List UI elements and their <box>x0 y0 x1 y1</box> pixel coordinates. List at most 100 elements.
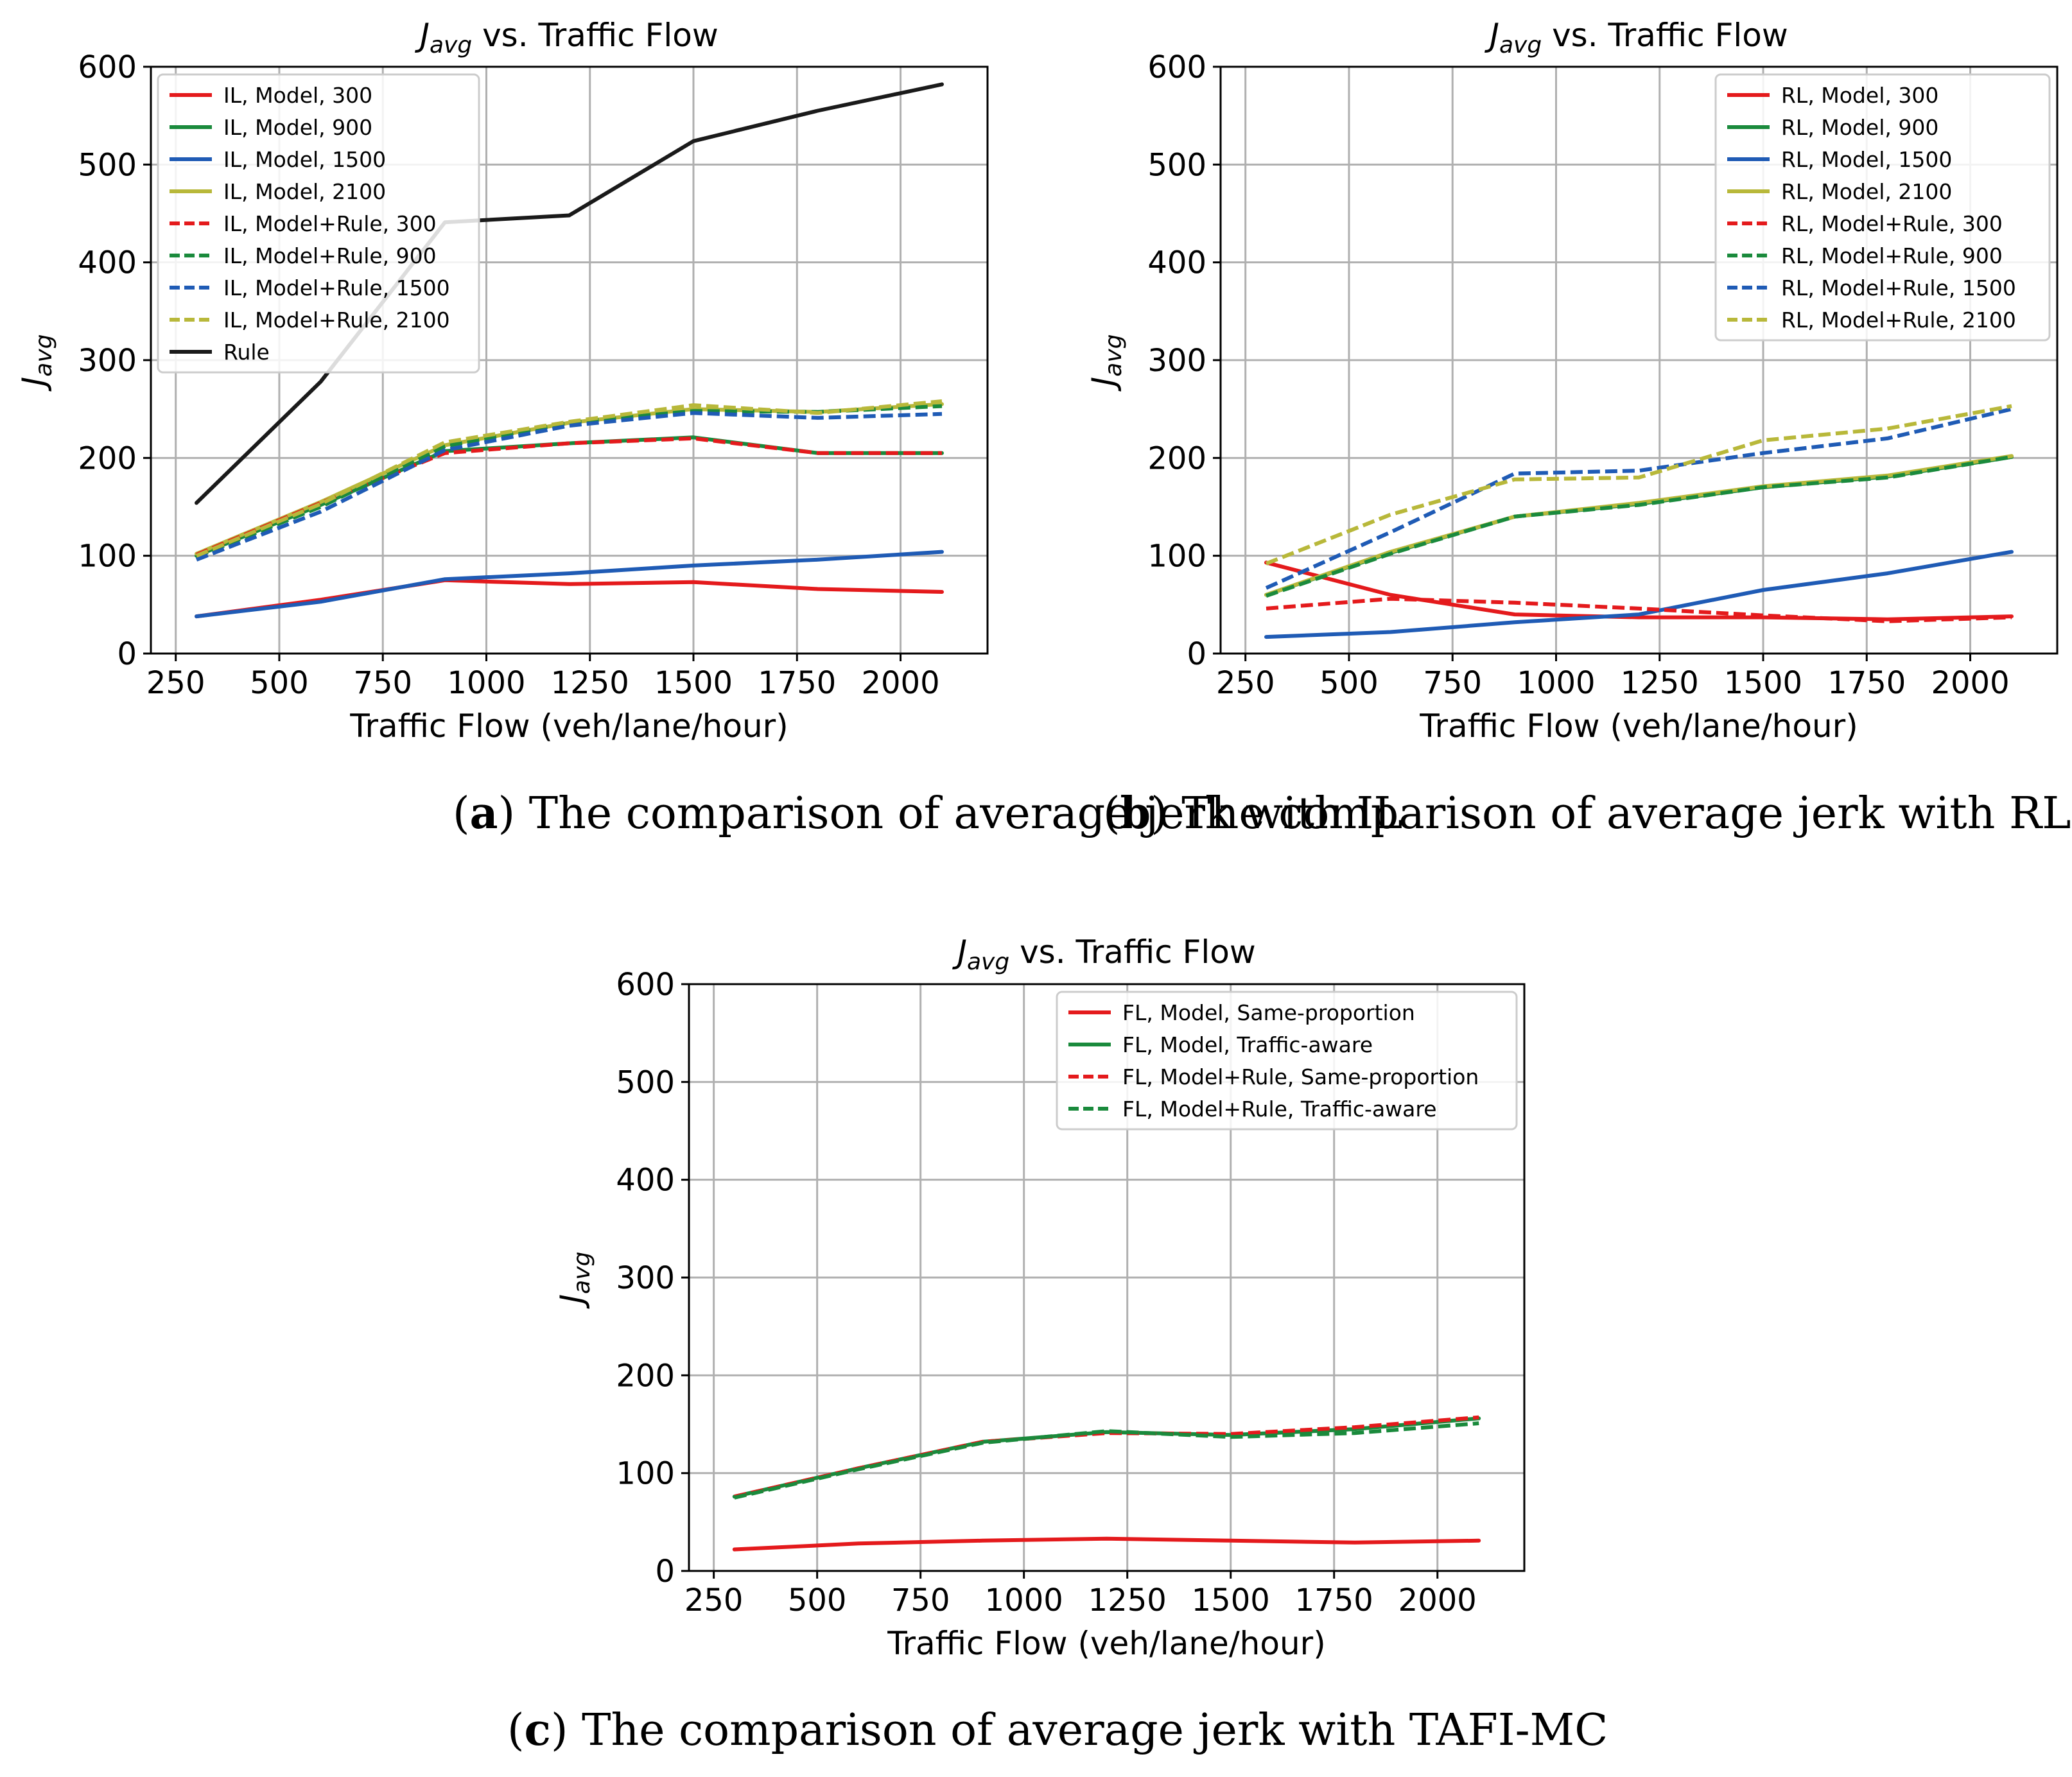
series-line-il-model-rule-900 <box>195 404 943 559</box>
x-tick-label: 1500 <box>1724 665 1802 701</box>
y-axis-label: Javg <box>553 1252 595 1310</box>
legend-item: IL, Model+Rule, 1500 <box>170 275 450 300</box>
legend-item: RL, Model, 2100 <box>1727 179 1952 204</box>
y-tick-label: 0 <box>1187 636 1206 672</box>
legend-label: FL, Model+Rule, Traffic-aware <box>1122 1097 1437 1122</box>
x-tick-label: 1250 <box>1088 1582 1167 1618</box>
y-tick-label: 400 <box>78 245 137 281</box>
x-tick-label: 1750 <box>1827 665 1906 701</box>
legend-item: RL, Model+Rule, 2100 <box>1727 308 2016 333</box>
y-tick-label: 600 <box>616 967 675 1003</box>
y-tick-label: 600 <box>78 49 137 85</box>
x-tick-label: 250 <box>684 1582 744 1618</box>
legend-label: RL, Model+Rule, 2100 <box>1781 308 2016 333</box>
legend-label: RL, Model+Rule, 900 <box>1781 243 2003 268</box>
legend: IL, Model, 300 IL, Model, 900 IL, Model, 1… <box>157 73 480 374</box>
series-line-fl-model-traffic-aware <box>732 1416 1481 1499</box>
chart-tafi-mc: 250 500 750 1000 1250 1500 1750 2000 0 100 200 300 4… <box>507 933 1608 1756</box>
legend-label: IL, Model, 300 <box>223 83 372 108</box>
y-tick-label: 300 <box>616 1260 675 1296</box>
legend-label: RL, Model, 2100 <box>1781 179 1952 204</box>
chart-title: Javg vs. Traffic Flow <box>414 17 718 58</box>
series-line-rl-model-rule-900 <box>1266 455 2012 598</box>
y-tick-label: 200 <box>1147 440 1206 476</box>
figure-caption: (c) The comparison of average jerk with … <box>507 1704 1608 1756</box>
series-line-il-model-900 <box>195 435 944 558</box>
y-tick-label: 500 <box>78 147 137 183</box>
x-tick-label: 500 <box>1319 665 1379 701</box>
x-tick-label: 2000 <box>1931 665 2009 701</box>
y-tick-label: 100 <box>616 1456 675 1492</box>
legend-label: Rule <box>223 340 270 365</box>
legend-label: FL, Model, Traffic-aware <box>1122 1032 1373 1057</box>
legend-item: FL, Model, Same-proportion <box>1068 1000 1415 1025</box>
series-line-il-model-rule-2100 <box>195 399 943 558</box>
legend-label: IL, Model+Rule, 1500 <box>223 275 450 300</box>
x-tick-label: 250 <box>1216 665 1275 701</box>
x-tick-label: 1000 <box>1517 665 1595 701</box>
x-tick-label: 1500 <box>1192 1582 1270 1618</box>
legend-label: IL, Model, 900 <box>223 115 372 140</box>
legend-label: IL, Model+Rule, 2100 <box>223 308 450 333</box>
y-tick-label: 500 <box>616 1064 675 1100</box>
legend-item: IL, Model+Rule, 900 <box>170 243 437 268</box>
legend-item: IL, Model+Rule, 300 <box>170 211 437 236</box>
x-tick-label: 750 <box>891 1582 950 1618</box>
legend-item: RL, Model+Rule, 1500 <box>1727 275 2016 300</box>
legend-label: RL, Model+Rule, 1500 <box>1781 275 2016 300</box>
series-line-il-model-1500 <box>195 550 944 619</box>
series-group <box>1264 404 2014 639</box>
x-axis-label: Traffic Flow (veh/lane/hour) <box>887 1625 1325 1662</box>
legend-box <box>1056 991 1518 1131</box>
x-tick-label: 1750 <box>758 665 836 701</box>
y-tick-label: 100 <box>1147 539 1206 575</box>
series-line-rl-model-rule-300 <box>1266 596 2012 623</box>
series-line-il-model-rule-1500 <box>195 411 943 562</box>
legend-label: FL, Model+Rule, Same-proportion <box>1122 1064 1479 1089</box>
y-tick-label: 0 <box>117 636 137 672</box>
legend-label: FL, Model, Same-proportion <box>1122 1000 1415 1025</box>
legend-label: RL, Model, 900 <box>1781 115 1938 140</box>
x-tick-label: 1250 <box>551 665 629 701</box>
x-axis-label: Traffic Flow (veh/lane/hour) <box>349 707 788 745</box>
series-group <box>732 1415 1481 1552</box>
legend-label: RL, Model+Rule, 300 <box>1781 211 2003 236</box>
legend-label: IL, Model, 1500 <box>223 147 386 172</box>
series-line-rl-model-300 <box>1264 560 2014 621</box>
series-group <box>195 82 944 619</box>
legend-item: IL, Model, 300 <box>170 83 372 108</box>
x-tick-label: 500 <box>250 665 309 701</box>
legend-item: RL, Model, 900 <box>1727 115 1938 140</box>
legend-label: IL, Model+Rule, 900 <box>223 243 437 268</box>
legend-label: IL, Model, 2100 <box>223 179 386 204</box>
y-axis-label: Javg <box>15 334 57 392</box>
y-tick-label: 400 <box>616 1163 675 1199</box>
x-tick-label: 2000 <box>861 665 939 701</box>
y-tick-label: 400 <box>1147 245 1206 281</box>
series-line-il-model-300 <box>195 578 944 619</box>
series-line-il-model-rule-300 <box>195 436 942 557</box>
legend-box <box>1714 73 2051 342</box>
y-tick-label: 200 <box>78 440 137 476</box>
x-tick-label: 1000 <box>447 665 525 701</box>
chart-title: Javg vs. Traffic Flow <box>1484 17 1788 58</box>
legend-item: IL, Model, 900 <box>170 115 372 140</box>
figure-caption: (a) The comparison of average jerk with … <box>453 788 1403 839</box>
series-line-rl-model-1500 <box>1264 550 2014 639</box>
chart-il: 250 500 750 1000 1250 1500 1750 200001002003004… <box>15 17 1403 839</box>
legend-item: FL, Model+Rule, Traffic-aware <box>1068 1097 1437 1122</box>
x-tick-label: 250 <box>146 665 205 701</box>
y-tick-label: 200 <box>616 1358 675 1394</box>
x-tick-label: 1250 <box>1621 665 1699 701</box>
legend-label: RL, Model, 1500 <box>1781 147 1952 172</box>
series-line-rl-model-rule-2100 <box>1265 404 2012 566</box>
y-tick-label: 500 <box>1147 147 1206 183</box>
chart-title: Javg vs. Traffic Flow <box>952 933 1256 975</box>
x-tick-label: 1750 <box>1295 1582 1373 1618</box>
legend-item: FL, Model, Traffic-aware <box>1068 1032 1373 1057</box>
x-axis-label: Traffic Flow (veh/lane/hour) <box>1419 707 1858 745</box>
legend-item: RL, Model+Rule, 900 <box>1727 243 2003 268</box>
legend-item: IL, Model, 2100 <box>170 179 386 204</box>
legend: RL, Model, 300 RL, Model, 900 RL, Model, 1… <box>1714 73 2051 342</box>
